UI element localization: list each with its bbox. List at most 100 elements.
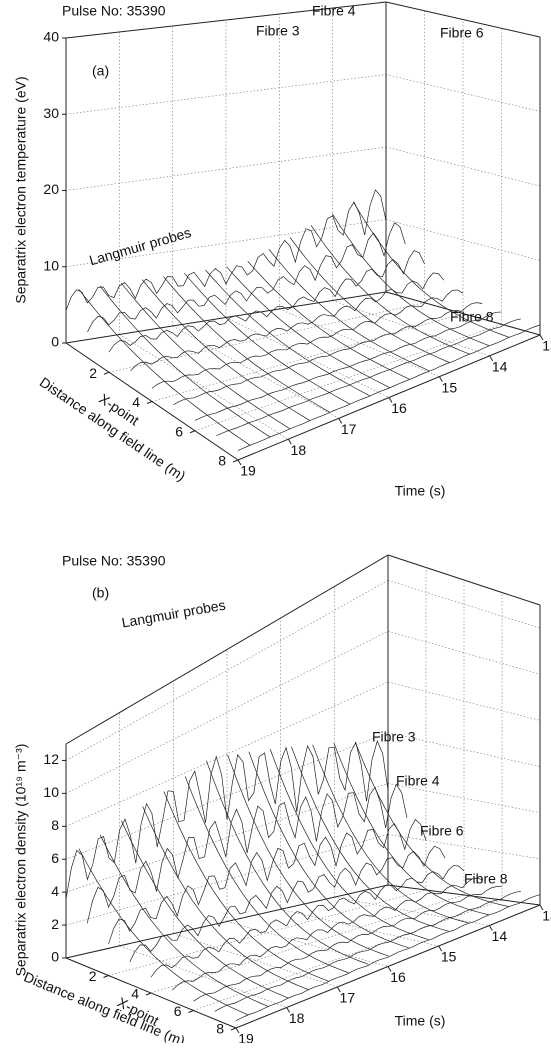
- x-axis-label: Time (s): [395, 483, 446, 499]
- z-axis-label: Separatrix electron temperature (eV): [13, 76, 29, 303]
- tick-mark: [230, 1027, 237, 1031]
- annotation: Fibre 8: [450, 309, 494, 325]
- grid-line: [65, 74, 387, 115]
- surface-ridge: [78, 848, 249, 1016]
- z-tick-label: 4: [51, 883, 59, 899]
- x-tick-label: 18: [291, 442, 307, 458]
- surface-ridge: [86, 783, 408, 924]
- y-axis-label: Distance along field line (m): [22, 969, 188, 1043]
- surface-ridge: [289, 237, 450, 363]
- x-tick-label: 17: [340, 990, 356, 1006]
- surface-ridge: [214, 890, 522, 1012]
- surface-ridge: [193, 886, 503, 1002]
- tick-mark: [237, 459, 242, 466]
- surface-ridge: [120, 282, 291, 430]
- axis-edge: [65, 342, 239, 461]
- surface-ridge: [121, 820, 289, 999]
- surface-ridge: [312, 744, 469, 924]
- z-tick-label: 0: [51, 949, 59, 965]
- surface-ridge: [129, 845, 446, 963]
- x-tick-label: 14: [492, 359, 508, 375]
- axis-edge: [65, 957, 237, 1029]
- axis-edge: [387, 554, 541, 606]
- y-tick-label: 2: [89, 968, 97, 984]
- surface-sketch: [65, 740, 541, 1022]
- tick-mark: [539, 904, 544, 911]
- tick-mark: [489, 355, 494, 362]
- z-tick-label: 6: [51, 850, 59, 866]
- z-tick-label: 2: [51, 916, 59, 932]
- surface-ridge: [310, 225, 470, 355]
- tick-mark: [232, 459, 239, 463]
- grid-line: [173, 933, 338, 988]
- tick-mark: [488, 925, 493, 931]
- annotation: Fibre 6: [440, 25, 484, 41]
- annotation: Langmuir probes: [87, 224, 192, 268]
- grid-line: [65, 732, 389, 860]
- x-tick-label: 14: [492, 928, 508, 944]
- axis-edge: [237, 334, 541, 461]
- z-tick-label: 30: [43, 105, 59, 121]
- annotation: Fibre 3: [372, 729, 416, 745]
- surface-ridge: [163, 276, 330, 413]
- grid-line: [226, 921, 389, 967]
- y-tick-label: 8: [216, 1021, 224, 1037]
- surface-ridge: [237, 324, 541, 451]
- grid-line: [387, 732, 541, 767]
- x-tick-label: 17: [341, 421, 357, 437]
- grid-line: [108, 302, 425, 373]
- grid-line: [194, 323, 502, 432]
- grid-line: [150, 894, 465, 994]
- tick-mark: [103, 371, 110, 375]
- surface-sketch: [65, 189, 541, 451]
- z-tick-label: 20: [43, 181, 59, 197]
- surface-ridge: [141, 279, 311, 421]
- annotation: Fibre 3: [256, 23, 300, 39]
- surface-ridge: [226, 266, 390, 388]
- surface-ridge: [331, 213, 490, 347]
- x-tick-label: 16: [390, 969, 406, 985]
- grid-line: [280, 909, 439, 947]
- y-tick-label: 6: [175, 423, 183, 439]
- x-tick-label: 15: [442, 379, 458, 395]
- grid-line: [65, 580, 389, 761]
- tick-mark: [146, 401, 153, 404]
- z-axis-label: Separatrix electron density (10¹⁹ m⁻³): [13, 744, 29, 977]
- y-tick-label: 6: [174, 1003, 182, 1019]
- surface-ridge: [184, 272, 350, 405]
- tick-mark: [338, 418, 343, 424]
- z-tick-label: 0: [51, 334, 59, 350]
- tick-mark: [189, 430, 196, 434]
- surface-ridge: [206, 760, 369, 965]
- grid-line: [387, 783, 541, 813]
- grid-line: [225, 317, 390, 398]
- grid-line: [279, 308, 440, 377]
- grid-line: [387, 833, 541, 860]
- surface-ridge: [65, 189, 387, 311]
- surface-ridge: [235, 894, 541, 1022]
- surface-ridge: [184, 776, 349, 974]
- x-tick-label: 18: [289, 1010, 305, 1026]
- surface-ridge: [108, 250, 425, 353]
- surface-ridge: [194, 311, 502, 421]
- y-tick-label: 4: [132, 394, 140, 410]
- tick-mark: [438, 376, 443, 382]
- y-axis-label: Distance along field line (m): [37, 374, 189, 484]
- tick-mark: [336, 986, 341, 993]
- z-tick-label: 12: [43, 751, 59, 767]
- surface-ridge: [151, 289, 464, 389]
- y-tick-label: 2: [89, 365, 97, 381]
- axis-edge: [385, 291, 541, 336]
- z-tick-label: 8: [51, 817, 59, 833]
- tick-mark: [539, 334, 544, 341]
- surface-ridge: [248, 751, 409, 949]
- axis-edge: [65, 554, 389, 745]
- x-tick-label: 16: [391, 400, 407, 416]
- annotation: Langmuir probes: [120, 597, 226, 631]
- grid-line: [151, 313, 464, 402]
- surface-ridge: [163, 791, 329, 982]
- annotation: Fibre 6: [420, 823, 464, 839]
- surface-ridge: [205, 269, 370, 397]
- axis-edge: [65, 884, 389, 959]
